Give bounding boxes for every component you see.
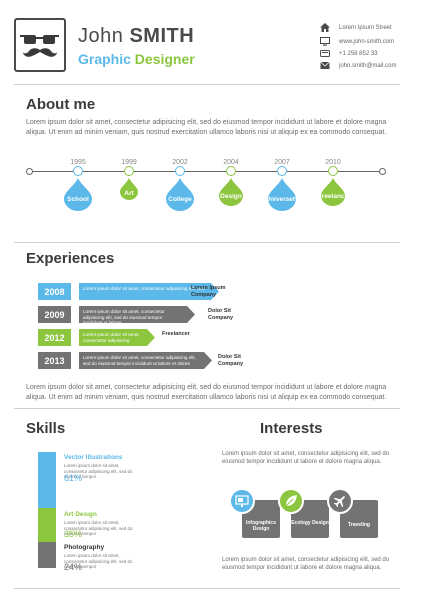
phone-icon	[320, 50, 330, 57]
presentation-icon	[235, 495, 249, 507]
timeline-line	[29, 171, 383, 172]
skill-name: Vector Illustrations	[64, 454, 123, 461]
experience-arrow	[79, 306, 195, 323]
experiences-title: Experiences	[26, 250, 115, 267]
skill-text: Lorem ipsum dolor sit amet, consectetur …	[64, 463, 133, 479]
timeline-end	[379, 167, 386, 175]
divider	[14, 84, 400, 85]
timeline-drop	[268, 178, 296, 211]
experience-company: Dolor Sit Company	[218, 354, 244, 367]
interest-circle-infographics	[229, 488, 255, 514]
experience-company: Dolor Sit Company	[208, 308, 234, 321]
experience-description: Lorem ipsum dolor sit amet, consectetur …	[83, 309, 165, 326]
skill-text: Lorem ipsum dolor sit amet, consectetur …	[64, 520, 133, 536]
timeline-node	[226, 166, 236, 176]
contact-email[interactable]: john.smith@mail.com	[320, 61, 396, 70]
interest-label: Traveling	[348, 522, 370, 528]
skill-name: Art Design	[64, 511, 97, 518]
experience-year: 2008	[38, 283, 71, 300]
skill-bar-photography	[38, 542, 56, 568]
experience-description: Lorem ipsum dolor sit amet, consectetur …	[83, 332, 140, 343]
experience-company: Freelancer	[162, 331, 190, 337]
first-name: John	[78, 25, 124, 47]
skill-percent: 35%	[64, 529, 83, 539]
contact-address: Lorem Ipsum Street	[320, 23, 392, 32]
contact-website-text[interactable]: www.john-smith.com	[339, 38, 395, 45]
full-name: John SMITH	[78, 25, 194, 48]
leaf-icon	[285, 495, 297, 507]
interests-text-top: Lorem ipsum dolor sit amet, consectetur …	[222, 451, 390, 465]
timeline-label: Freelance	[317, 193, 349, 201]
avatar	[14, 18, 66, 72]
timeline-drop	[120, 178, 138, 200]
skill-percent: 61%	[64, 473, 83, 483]
skill-bar-art	[38, 508, 56, 542]
timeline-year: 1995	[70, 159, 86, 166]
timeline-label: Universety	[265, 196, 299, 204]
timeline-drop	[219, 178, 243, 206]
contact-phone-text: +1 258 852 33	[339, 50, 378, 57]
glasses-mustache-icon	[20, 35, 59, 57]
skill-bar-vector	[38, 452, 56, 508]
about-text: Lorem ipsum dolor sit amet, consectetur …	[26, 119, 387, 136]
monitor-icon	[320, 37, 330, 46]
experience-company: Lorem Ipsum Company	[191, 285, 226, 298]
experience-year: 2009	[38, 306, 71, 323]
timeline-drop	[64, 178, 92, 211]
envelope-icon	[320, 61, 330, 69]
timeline-year: 1999	[121, 159, 137, 166]
interest-label: Ecology Design	[291, 520, 329, 526]
contact-website[interactable]: www.john-smith.com	[320, 37, 394, 46]
timeline-year: 2002	[172, 159, 188, 166]
job-title-part2: Designer	[134, 51, 195, 67]
experience-arrow	[79, 352, 212, 369]
skills-title: Skills	[26, 420, 66, 437]
contact-phone: +1 258 852 33	[320, 49, 378, 58]
experiences-text: Lorem ipsum dolor sit amet, consectetur …	[26, 384, 387, 401]
contact-email-text[interactable]: john.smith@mail.com	[339, 62, 397, 69]
divider	[14, 242, 400, 243]
skill-text: Lorem ipsum dolor sit amet, consectetur …	[64, 553, 133, 569]
skill-name: Photography	[64, 544, 105, 551]
job-title-part1: Graphic	[78, 51, 131, 67]
experience-arrow	[79, 329, 155, 346]
divider	[14, 588, 400, 589]
experience-year: 2013	[38, 352, 71, 369]
airplane-icon	[333, 496, 345, 508]
timeline-year: 2010	[325, 159, 341, 166]
timeline-node	[277, 166, 287, 176]
timeline-year: 2007	[274, 159, 290, 166]
timeline-year: 2004	[223, 159, 239, 166]
timeline-drop	[321, 178, 345, 206]
timeline-label: Art	[124, 190, 134, 198]
interests-text-bottom: Lorem ipsum dolor sit amet, consectetur …	[222, 557, 390, 571]
timeline-node	[124, 166, 134, 176]
home-icon	[320, 23, 330, 32]
divider	[14, 408, 400, 409]
timeline-label: School	[67, 196, 89, 204]
interest-circle-ecology	[278, 488, 304, 514]
experience-arrow	[79, 283, 219, 300]
timeline-drop	[166, 178, 194, 211]
experience-description: Lorem ipsum dolor sit amet, consectetur …	[83, 286, 205, 291]
last-name: SMITH	[129, 25, 195, 47]
timeline-label: College	[168, 196, 192, 204]
experience-year: 2012	[38, 329, 71, 346]
timeline-start	[26, 167, 33, 175]
contact-address-text: Lorem Ipsum Street	[339, 24, 392, 31]
interests-title: Interests	[260, 420, 323, 437]
timeline-label: Design	[220, 193, 242, 201]
experience-description: Lorem ipsum dolor sit amet, consectetur …	[83, 355, 196, 366]
timeline-node	[73, 166, 83, 176]
interest-circle-traveling	[327, 488, 353, 514]
timeline-node	[328, 166, 338, 176]
interest-label: Infographics Design	[245, 520, 276, 532]
timeline-node	[175, 166, 185, 176]
skill-percent: 24%	[64, 562, 83, 572]
about-title: About me	[26, 96, 96, 113]
job-title: Graphic Designer	[78, 51, 195, 67]
